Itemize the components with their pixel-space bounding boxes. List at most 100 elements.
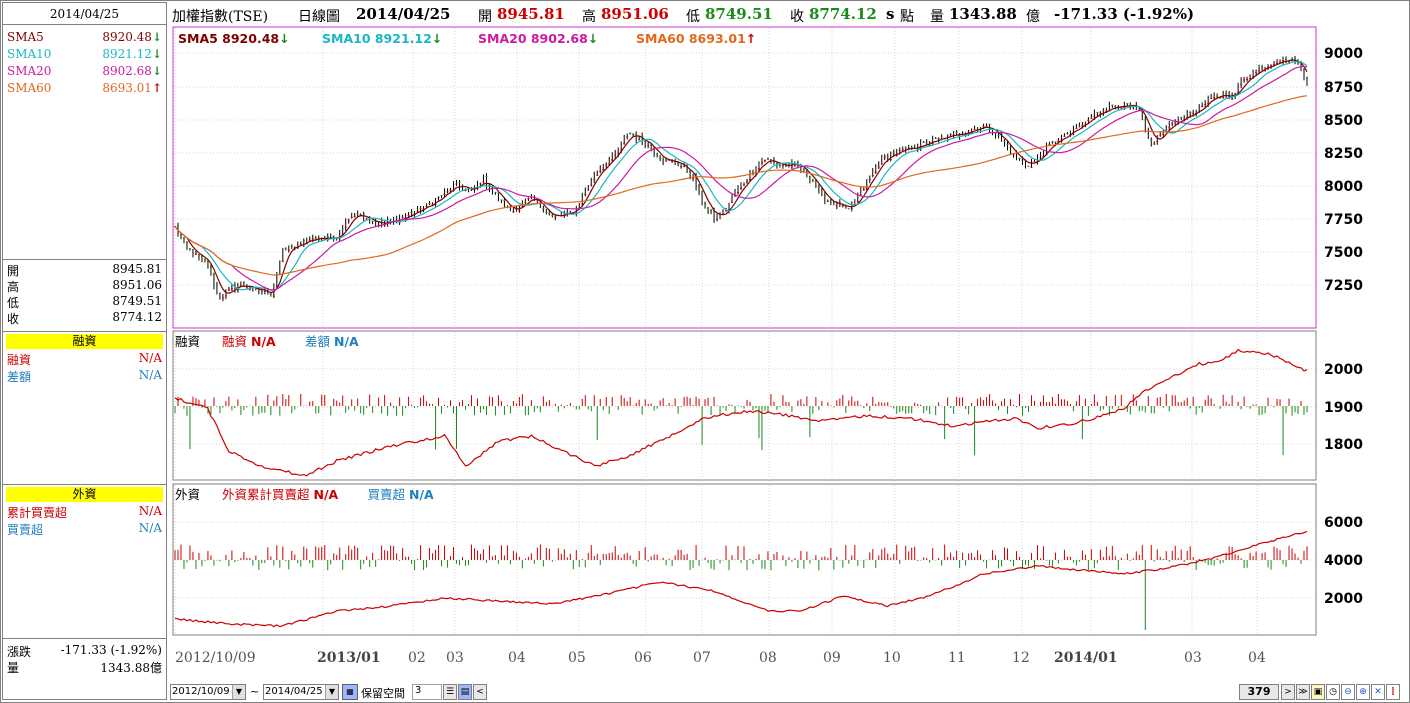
svg-text:融資 N/A差額 N/A: 融資 N/A 差額 N/A — [222, 334, 359, 349]
candle — [545, 209, 548, 215]
candle — [188, 247, 191, 251]
arrow-up-icon: ↑ — [746, 31, 756, 46]
end-date-value: 2014/04/25 — [265, 686, 323, 697]
chart-area[interactable]: SMA5 8920.48↓ SMA10 8921.12↓ SMA20 8902.68… — [170, 26, 1406, 684]
candle — [731, 194, 734, 203]
candle — [353, 212, 356, 218]
candle — [698, 183, 701, 196]
margin-row: 差額 N/A — [7, 368, 162, 384]
candle — [488, 183, 491, 193]
start-date-select[interactable]: 2012/10/09 ▼ — [170, 684, 246, 700]
scroll-end-icon[interactable]: ≫ — [1296, 684, 1310, 700]
x-tick-label: 09 — [823, 650, 841, 666]
ohlc-row: 收 8774.12 — [7, 310, 162, 326]
candle — [425, 203, 428, 208]
candle — [182, 237, 185, 244]
candle — [179, 232, 182, 240]
legend-label: 差額 — [305, 334, 334, 349]
price-chart-frame — [172, 26, 1317, 329]
arrow-down-icon: ↓ — [432, 31, 442, 46]
candle — [287, 245, 290, 253]
quote-header: 加權指數(TSE) 日線圖 2014/04/25 開 8945.81 高 895… — [170, 4, 1406, 26]
candle — [829, 198, 832, 206]
candle — [185, 241, 188, 250]
crosshair-icon[interactable]: ✕ — [1371, 684, 1385, 700]
candle — [680, 164, 683, 169]
chart-type-icon[interactable]: ⫿ — [1386, 684, 1400, 700]
candle — [1285, 56, 1288, 64]
candle — [931, 135, 934, 146]
candle — [1306, 76, 1308, 86]
zoom-out-icon[interactable]: ⊖ — [1341, 684, 1355, 700]
zoom-in-icon[interactable]: ⊕ — [1356, 684, 1370, 700]
candle — [1303, 68, 1306, 81]
scroll-right-icon[interactable]: > — [1281, 684, 1295, 700]
legend-item: SMA20 8902.68 — [478, 31, 588, 46]
candle — [662, 157, 665, 166]
candle — [284, 247, 287, 251]
candle — [1102, 108, 1105, 116]
candle — [458, 180, 461, 191]
candle — [629, 132, 632, 135]
end-date-select[interactable]: 2014/04/25 ▼ — [263, 684, 339, 700]
candle — [437, 196, 440, 201]
candle — [976, 127, 979, 132]
foreign-value: N/A — [138, 504, 162, 518]
margin-row: 融資 N/A — [7, 351, 162, 367]
grid-icon[interactable]: ▤ — [458, 684, 472, 700]
y-tick-label: 7500 — [1324, 245, 1363, 261]
ohlc-label: 收 — [7, 312, 20, 326]
scroll-left-icon[interactable]: < — [473, 684, 487, 700]
reserve-space-value[interactable]: 3 — [412, 684, 442, 700]
margin-chart-frame — [172, 330, 1317, 481]
legend-label: 融資 — [222, 334, 251, 349]
x-tick-label: 04 — [508, 650, 526, 666]
y-tick-label: 4000 — [1324, 553, 1363, 569]
chevron-down-icon[interactable]: ▼ — [232, 685, 245, 699]
y-tick-label: 7250 — [1324, 278, 1363, 294]
candle — [1180, 116, 1183, 121]
ohlc-row: 開 8945.81 — [7, 262, 162, 278]
candle — [218, 292, 221, 300]
ohlc-row: 高 8951.06 — [7, 278, 162, 294]
candle — [1240, 77, 1243, 89]
y-tick-label: 2000 — [1324, 591, 1363, 607]
candle — [347, 218, 350, 224]
candle — [1243, 76, 1246, 83]
candle — [856, 192, 859, 203]
candle — [1009, 145, 1012, 155]
margin-balance-line — [174, 348, 1308, 477]
candle — [191, 248, 194, 258]
legend-value: N/A — [334, 334, 359, 349]
margin-panel: 融資 融資 N/A 差額 N/A — [3, 331, 166, 384]
calendar-icon[interactable]: ▣ — [1311, 684, 1325, 700]
price-candles — [174, 56, 1308, 302]
candle — [356, 210, 359, 218]
sma-row-sma10: SMA10 8921.12↓ — [7, 47, 162, 63]
candle — [401, 214, 404, 219]
candle — [1204, 100, 1207, 108]
reserve-space-icon[interactable]: ▦ — [342, 684, 358, 700]
candle — [419, 205, 422, 214]
foreign-label: 累計買賣超 — [7, 506, 68, 520]
candle — [302, 238, 305, 247]
candle — [934, 137, 937, 139]
grid-toggle-icon[interactable]: ☰ — [443, 684, 457, 700]
candle — [614, 149, 617, 159]
x-tick-label: 03 — [446, 650, 464, 666]
clock-icon[interactable]: ◷ — [1326, 684, 1340, 700]
foreign-value: N/A — [138, 521, 162, 535]
chevron-down-icon[interactable]: ▼ — [325, 685, 338, 699]
change-label: 漲跌 — [7, 645, 32, 659]
candle — [599, 165, 602, 174]
candle — [338, 229, 341, 242]
legend-value: N/A — [313, 487, 338, 502]
legend-item: SMA10 8921.12 — [322, 31, 432, 46]
sma-value: 8902.68↓ — [102, 64, 162, 78]
x-tick-label: 2012/10/09 — [175, 650, 256, 666]
candle — [626, 133, 629, 140]
foreign-row: 累計買賣超 N/A — [7, 504, 162, 520]
candle — [940, 134, 943, 140]
candle — [212, 272, 215, 290]
candle — [847, 208, 850, 210]
